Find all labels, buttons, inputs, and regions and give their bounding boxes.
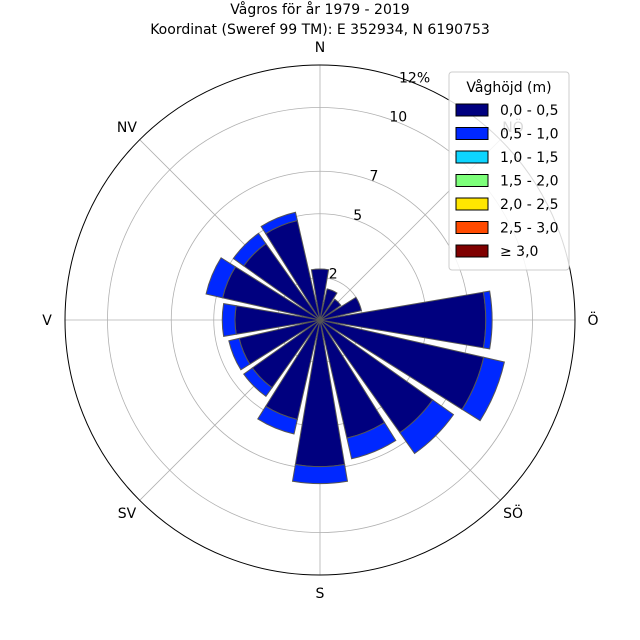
bar-VSV-series-1 <box>228 337 251 371</box>
bar-SSV-series-1 <box>257 405 298 435</box>
legend-title: Våghöjd (m) <box>466 79 551 96</box>
compass-label: SÖ <box>503 504 523 522</box>
legend-label: 1,0 - 1,5 <box>500 150 558 166</box>
legend: Våghöjd (m) 0,0 - 0,5 0,5 - 1,0 1,0 - 1,5 1… <box>448 71 570 271</box>
legend-label: 0,5 - 1,0 <box>500 127 558 143</box>
legend-label: 2,5 - 3,0 <box>500 221 558 237</box>
bars <box>205 211 506 485</box>
legend-swatch <box>455 103 489 117</box>
chart-subtitle: Koordinat (Sweref 99 TM): E 352934, N 61… <box>150 22 490 38</box>
bar-SÖ-series-1 <box>399 399 455 455</box>
r-tick-label: 5 <box>353 208 362 224</box>
r-tick-label: 12% <box>399 70 430 86</box>
bar-VNV-series-1 <box>205 257 237 299</box>
bar-NNÖ-series-0 <box>319 288 338 321</box>
compass-label: S <box>316 586 325 602</box>
legend-label: 1,5 - 2,0 <box>500 174 558 190</box>
radial-tick-labels: 2 5 7 10 12% <box>329 70 430 282</box>
legend-label: 0,0 - 0,5 <box>500 103 558 119</box>
outer-frame <box>64 64 576 576</box>
bar-ÖNÖ-series-0 <box>319 296 363 321</box>
legend-frame <box>448 71 570 271</box>
legend-label: 2,0 - 2,5 <box>500 197 558 213</box>
r-tick-label: 7 <box>369 169 378 185</box>
bar-SSÖ-series-1 <box>346 421 397 460</box>
legend-items: 0,0 - 0,5 0,5 - 1,0 1,0 - 1,5 1,5 - 2,0 2,0 … <box>455 103 558 260</box>
legend-swatch <box>455 127 489 140</box>
chart-title: Vågros för år 1979 - 2019 <box>230 1 409 18</box>
bar-Ö-series-1 <box>482 290 493 350</box>
r-tick-label: 2 <box>329 267 338 283</box>
legend-swatch <box>455 174 489 187</box>
legend-swatch <box>455 150 489 164</box>
legend-swatch <box>455 221 489 234</box>
legend-swatch <box>455 244 489 258</box>
compass-label: NV <box>117 120 137 136</box>
legend-label: ≥ 3,0 <box>500 244 538 260</box>
compass-label: Ö <box>587 311 598 329</box>
bar-NV-series-1 <box>232 232 267 267</box>
bar-V-series-1 <box>221 302 237 338</box>
compass-label: N <box>315 40 325 56</box>
bar-NÖ-series-0 <box>319 298 342 321</box>
bar-SV-series-1 <box>243 367 273 397</box>
compass-label: SV <box>118 506 137 522</box>
compass-label: V <box>42 313 52 329</box>
bar-N-series-0 <box>310 268 330 321</box>
bar-NNV-series-1 <box>260 211 298 235</box>
legend-swatch <box>455 197 489 211</box>
bar-ÖSÖ-series-1 <box>461 356 506 422</box>
r-tick-label: 10 <box>389 110 407 126</box>
bar-S-series-1 <box>291 463 349 485</box>
